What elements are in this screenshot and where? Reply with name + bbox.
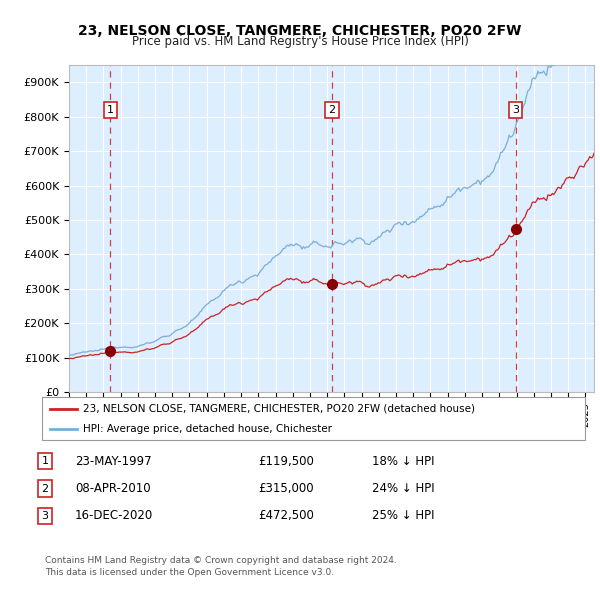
Text: 23, NELSON CLOSE, TANGMERE, CHICHESTER, PO20 2FW (detached house): 23, NELSON CLOSE, TANGMERE, CHICHESTER, … bbox=[83, 404, 475, 414]
Text: 1: 1 bbox=[41, 457, 49, 466]
Text: 23-MAY-1997: 23-MAY-1997 bbox=[75, 455, 152, 468]
Text: 3: 3 bbox=[512, 104, 520, 114]
FancyBboxPatch shape bbox=[42, 397, 585, 440]
Text: 18% ↓ HPI: 18% ↓ HPI bbox=[372, 455, 434, 468]
Text: 2: 2 bbox=[41, 484, 49, 493]
Text: £315,000: £315,000 bbox=[258, 482, 314, 495]
Text: 2: 2 bbox=[328, 104, 335, 114]
Text: 23, NELSON CLOSE, TANGMERE, CHICHESTER, PO20 2FW: 23, NELSON CLOSE, TANGMERE, CHICHESTER, … bbox=[79, 24, 521, 38]
Text: 25% ↓ HPI: 25% ↓ HPI bbox=[372, 509, 434, 522]
Text: Price paid vs. HM Land Registry's House Price Index (HPI): Price paid vs. HM Land Registry's House … bbox=[131, 35, 469, 48]
Text: HPI: Average price, detached house, Chichester: HPI: Average price, detached house, Chic… bbox=[83, 424, 332, 434]
Text: Contains HM Land Registry data © Crown copyright and database right 2024.
This d: Contains HM Land Registry data © Crown c… bbox=[45, 556, 397, 577]
Text: 16-DEC-2020: 16-DEC-2020 bbox=[75, 509, 153, 522]
Text: 08-APR-2010: 08-APR-2010 bbox=[75, 482, 151, 495]
Text: 24% ↓ HPI: 24% ↓ HPI bbox=[372, 482, 434, 495]
Text: £119,500: £119,500 bbox=[258, 455, 314, 468]
Text: 3: 3 bbox=[41, 511, 49, 520]
Text: £472,500: £472,500 bbox=[258, 509, 314, 522]
Text: 1: 1 bbox=[107, 104, 113, 114]
